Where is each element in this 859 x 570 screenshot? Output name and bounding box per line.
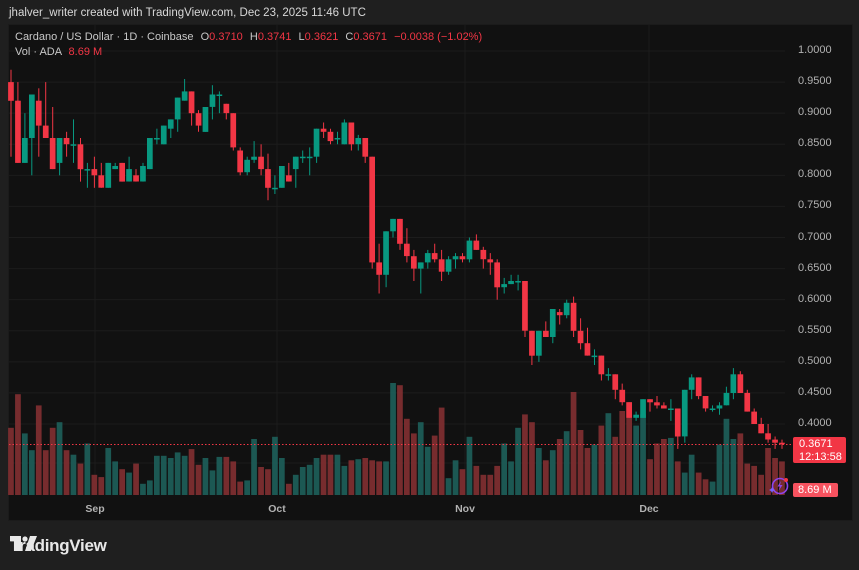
price-axis-label: 0.8500 [798, 137, 832, 150]
price-axis-label: 0.9000 [798, 106, 832, 119]
price-axis-label: 0.4500 [798, 385, 832, 398]
high-label: H [249, 31, 258, 43]
price-axis-label: 0.6000 [798, 292, 832, 305]
chart-panel[interactable] [8, 24, 853, 521]
close-label: C [345, 31, 354, 43]
time-axis-label: Dec [639, 503, 659, 515]
credit-line: jhalver_writer created with TradingView.… [9, 7, 366, 19]
open-value: 0.3710 [209, 31, 243, 43]
lightning-assistant-icon[interactable] [768, 475, 790, 497]
tradingview-logo-icon [10, 536, 37, 551]
price-axis-label: 0.4000 [798, 417, 832, 430]
price-axis-label: 0.9500 [798, 75, 832, 88]
price-axis-label: 0.5500 [798, 323, 832, 336]
time-axis-label: Nov [455, 503, 475, 515]
high-value: 0.3741 [257, 31, 292, 43]
time-axis-label: Oct [268, 503, 286, 515]
low-value: 0.3621 [304, 31, 339, 43]
low-label: L [298, 31, 305, 43]
close-value: 0.3671 [353, 31, 387, 43]
price-axis-label: 0.6500 [798, 261, 832, 274]
symbol-title[interactable]: Cardano / US Dollar · 1D · Coinbase [15, 31, 194, 43]
price-axis-label: 0.7500 [798, 199, 832, 212]
price-axis-label: 0.8000 [798, 168, 832, 181]
price-axis-label: 0.5000 [798, 354, 832, 367]
volume-value: 8.69 M [68, 46, 103, 58]
last-price: 0.3671 [799, 438, 833, 451]
volume-label[interactable]: Vol · ADA [15, 46, 62, 58]
last-price-tag: 0.3671 12:13:58 [793, 437, 846, 464]
bar-countdown: 12:13:58 [799, 450, 842, 463]
price-axis-label: 0.7000 [798, 230, 832, 243]
volume-tag: 8.69 M [793, 483, 838, 497]
open-label: O [200, 31, 210, 43]
time-axis-label: Sep [85, 503, 105, 515]
change-value: −0.0038 (−1.02%) [394, 31, 483, 43]
price-axis-label: 1.0000 [798, 44, 832, 56]
tradingview-logo[interactable]: TradingView [10, 536, 107, 556]
symbol-legend: Cardano / US Dollar · 1D · Coinbase O0.3… [15, 30, 482, 60]
